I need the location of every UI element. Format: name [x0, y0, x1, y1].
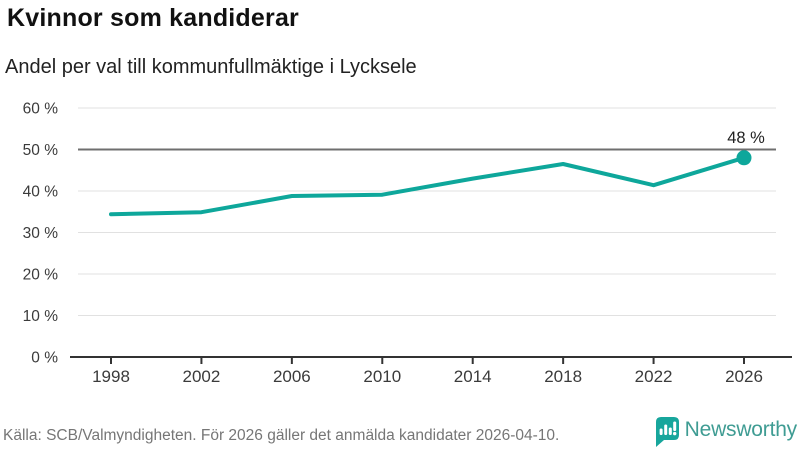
newsworthy-logo-icon	[655, 417, 679, 447]
x-tick-label: 2010	[363, 367, 401, 386]
gridlines	[78, 107, 776, 316]
y-tick-label: 30 %	[23, 225, 59, 242]
y-tick-label: 40 %	[23, 184, 59, 201]
footer: Källa: SCB/Valmyndigheten. För 2026 gäll…	[0, 404, 800, 450]
source-note: Källa: SCB/Valmyndigheten. För 2026 gäll…	[3, 427, 560, 444]
x-tick-label: 2026	[725, 367, 763, 386]
y-tick-label: 0 %	[31, 350, 58, 367]
y-tick-label: 50 %	[23, 142, 59, 159]
end-point-marker	[736, 150, 752, 166]
data-line	[109, 155, 746, 217]
y-tick-label: 60 %	[23, 101, 59, 118]
x-tick-label: 2002	[183, 367, 221, 386]
x-tick-label: 2006	[273, 367, 311, 386]
y-axis-labels: 0 % 10 % 20 % 30 % 40 % 50 % 60 %	[23, 101, 59, 367]
y-tick-label: 10 %	[23, 308, 59, 325]
chart-subtitle: Andel per val till kommunfullmäktige i L…	[5, 56, 417, 78]
x-axis: 1998 2002 2006 2010 2014 2018 2022 2026	[70, 356, 792, 386]
x-tick-label: 2022	[635, 367, 673, 386]
y-tick-label: 20 %	[23, 267, 59, 284]
x-tick-label: 2014	[454, 367, 492, 386]
newsworthy-logo[interactable]: Newsworthy	[652, 417, 800, 450]
x-tick-label: 1998	[92, 367, 130, 386]
x-tick-label: 2018	[544, 367, 582, 386]
chart-title: Kvinnor som kandiderar	[7, 4, 299, 32]
end-point-label: 48 %	[727, 129, 765, 147]
newsworthy-logo-text: Newsworthy	[684, 418, 798, 441]
line-chart: 0 % 10 % 20 % 30 % 40 % 50 % 60 % 1998 2002 2006…	[23, 101, 792, 386]
